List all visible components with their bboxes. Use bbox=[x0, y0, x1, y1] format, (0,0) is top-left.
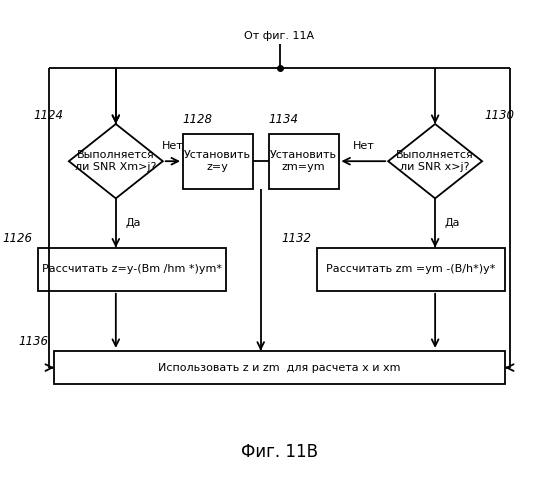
Text: 1126: 1126 bbox=[3, 232, 32, 245]
Text: Рассчитать z=y-(Bm /hm *)ym*: Рассчитать z=y-(Bm /hm *)ym* bbox=[42, 264, 222, 274]
Text: 1128: 1128 bbox=[182, 114, 212, 126]
Text: 1132: 1132 bbox=[282, 232, 312, 245]
Text: От фиг. 11А: От фиг. 11А bbox=[244, 32, 315, 42]
Text: Установить
zm=ym: Установить zm=ym bbox=[270, 150, 337, 172]
Text: Установить
z=y: Установить z=y bbox=[184, 150, 252, 172]
Text: 1136: 1136 bbox=[19, 336, 49, 348]
Text: Выполняется
ли SNR x>j?: Выполняется ли SNR x>j? bbox=[396, 150, 474, 172]
Bar bbox=[38, 248, 226, 291]
Text: Нет: Нет bbox=[353, 140, 374, 150]
Bar bbox=[183, 134, 253, 189]
Text: 1134: 1134 bbox=[268, 114, 299, 126]
Text: 1124: 1124 bbox=[34, 108, 64, 122]
Text: Использовать z и zm  для расчета х и хm: Использовать z и zm для расчета х и хm bbox=[158, 362, 401, 372]
Bar bbox=[269, 134, 339, 189]
Bar bbox=[317, 248, 505, 291]
Bar bbox=[54, 351, 505, 384]
Text: Да: Да bbox=[125, 218, 141, 228]
Text: Нет: Нет bbox=[162, 140, 184, 150]
Text: Фиг. 11В: Фиг. 11В bbox=[241, 442, 318, 460]
Text: Выполняется
ли SNR Xm>j?: Выполняется ли SNR Xm>j? bbox=[75, 150, 157, 172]
Text: Рассчитать zm =ym -(B/h*)y*: Рассчитать zm =ym -(B/h*)y* bbox=[326, 264, 496, 274]
Text: Да: Да bbox=[445, 218, 460, 228]
Text: 1130: 1130 bbox=[485, 108, 515, 122]
